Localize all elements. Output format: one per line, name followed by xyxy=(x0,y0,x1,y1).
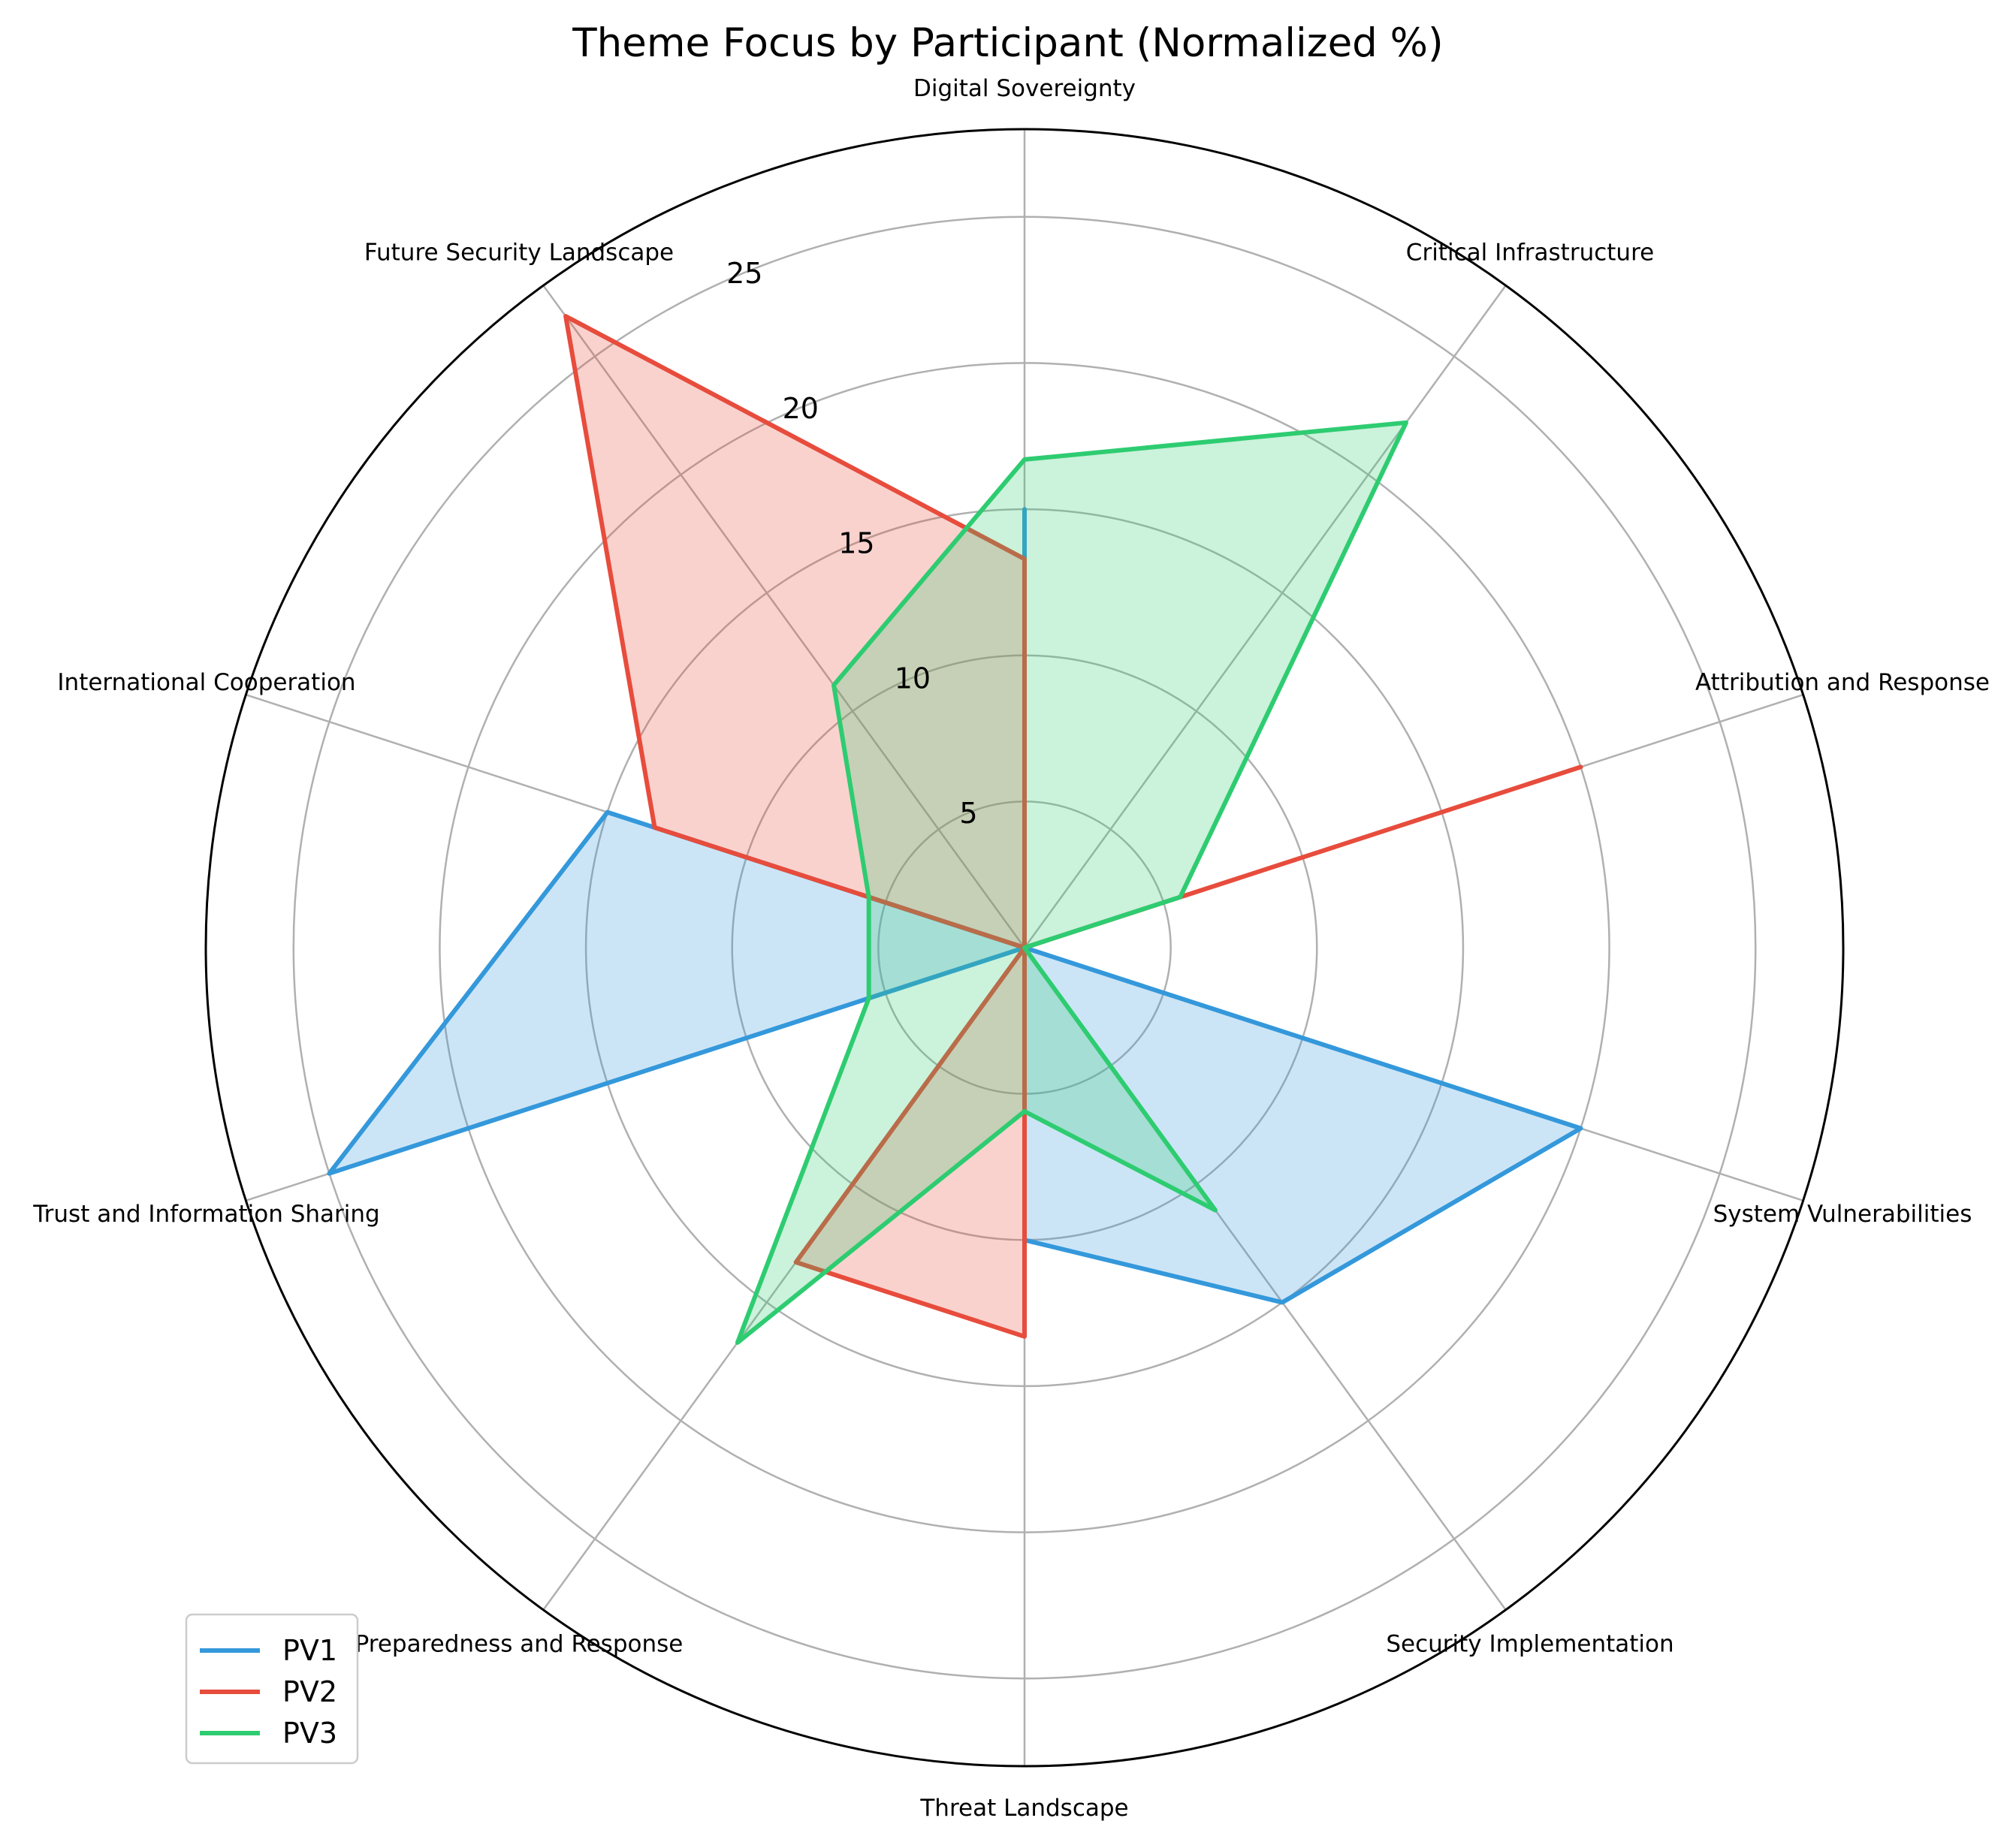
category-label: Digital Sovereignty xyxy=(913,75,1136,102)
series-line xyxy=(563,314,1583,1339)
category-label: Threat Landscape xyxy=(919,1795,1128,1822)
grid-spoke xyxy=(1023,285,1507,948)
category-label: Security Implementation xyxy=(1386,1630,1673,1657)
legend-item-pv2: PV2 xyxy=(200,1675,337,1708)
radial-tick-labels: 5 10 15 20 25 xyxy=(726,257,977,830)
series-layer xyxy=(327,314,1583,1345)
tick-label: 25 xyxy=(726,257,762,290)
grid-spoke xyxy=(542,285,1026,948)
legend: PV1 PV2 PV3 xyxy=(185,1613,359,1765)
legend-item-pv1: PV1 xyxy=(200,1634,337,1667)
outer-circle xyxy=(204,128,1845,1768)
category-label: System Vulnerabilities xyxy=(1713,1201,1972,1228)
series-fill xyxy=(737,422,1406,1343)
tick-label: 15 xyxy=(838,527,874,560)
series-pv2 xyxy=(563,314,1583,1339)
category-labels: Digital Sovereignty Critical Infrastructu… xyxy=(32,75,1990,1822)
category-label: Future Security Landscape xyxy=(364,240,674,267)
chart-title: Theme Focus by Participant (Normalized %… xyxy=(572,20,1443,66)
tick-label: 10 xyxy=(895,662,931,695)
tick-label: 5 xyxy=(959,797,977,830)
series-pv3 xyxy=(735,420,1408,1345)
category-label: Critical Infrastructure xyxy=(1406,240,1654,267)
series-line xyxy=(735,420,1408,1345)
category-label: International Cooperation xyxy=(57,669,355,696)
legend-item-pv3: PV3 xyxy=(200,1717,337,1750)
legend-label: PV2 xyxy=(282,1675,337,1708)
series-fill xyxy=(329,509,1581,1303)
tick-label: 20 xyxy=(783,392,819,425)
series-fill xyxy=(566,316,1581,1337)
legend-label: PV3 xyxy=(282,1717,337,1750)
category-label: Trust and Information Sharing xyxy=(32,1201,379,1228)
category-label: Preparedness and Response xyxy=(355,1630,684,1657)
legend-label: PV1 xyxy=(282,1634,337,1667)
category-label: Attribution and Response xyxy=(1695,669,1990,696)
